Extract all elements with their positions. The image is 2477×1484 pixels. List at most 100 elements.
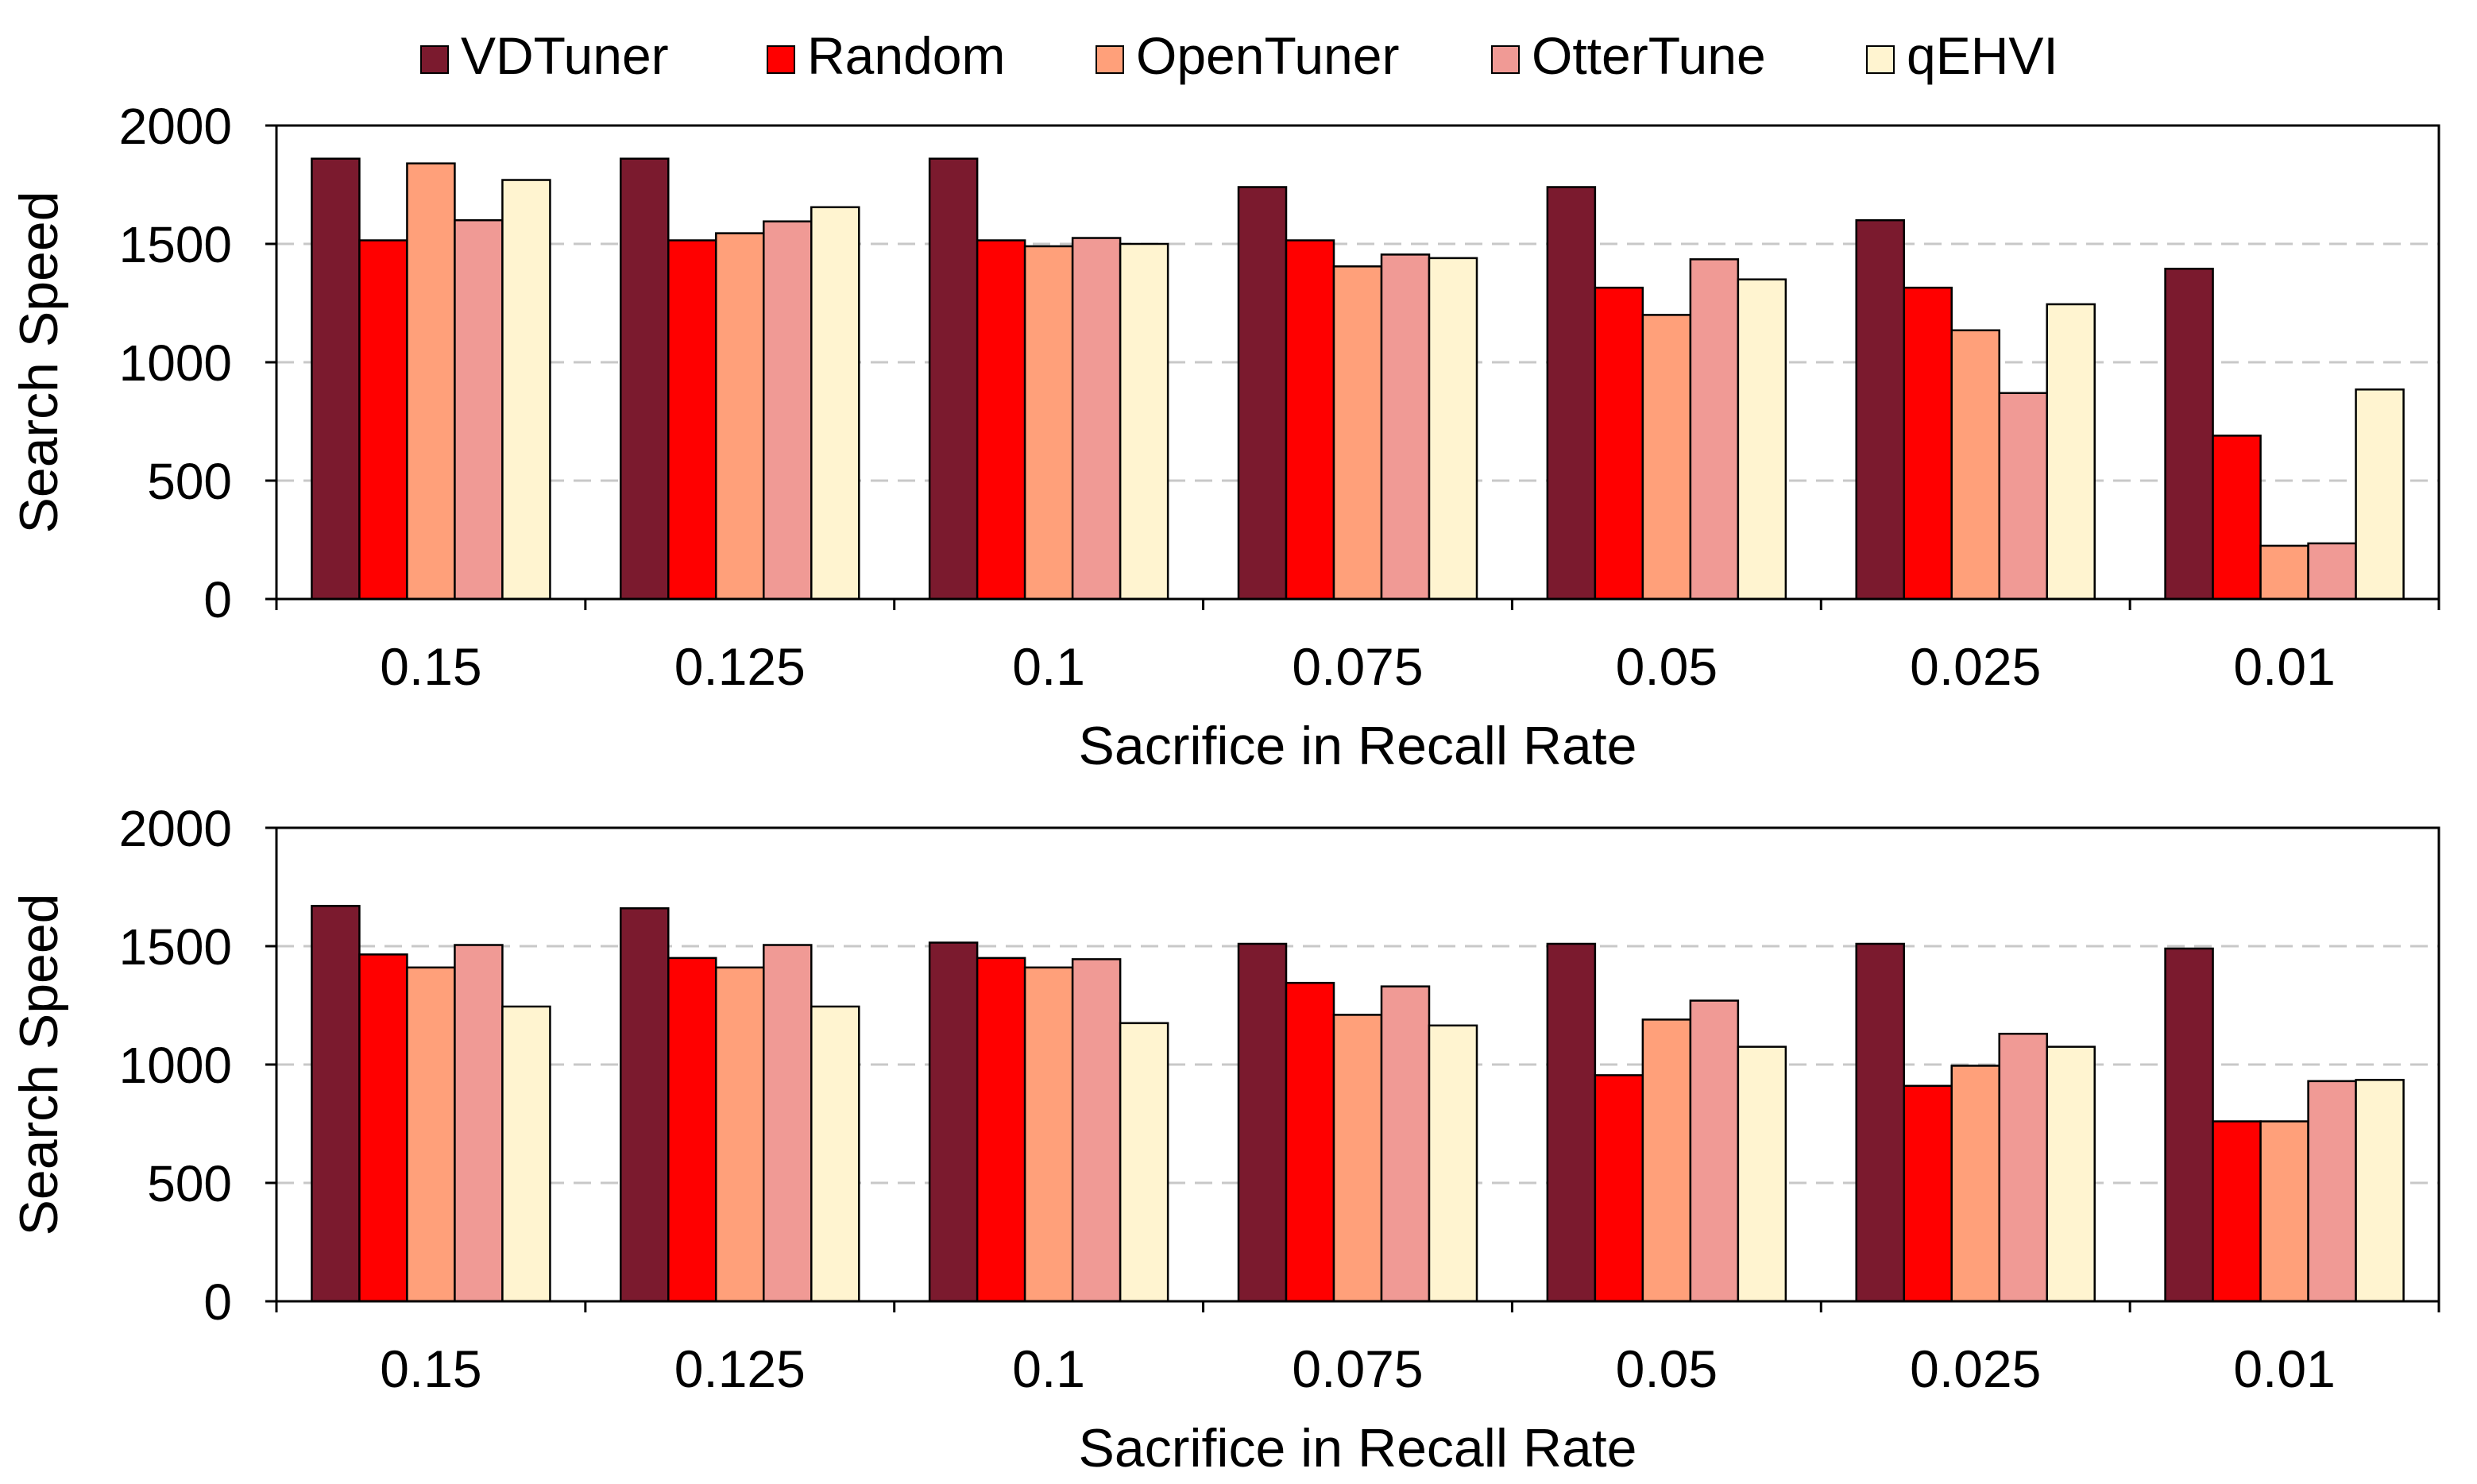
x-tick-label: 0.01 <box>2233 637 2335 696</box>
bar-random-0.075 <box>1285 239 1335 601</box>
bar-vdtuner-0.15 <box>311 905 361 1303</box>
bar-qehvi-0.15 <box>501 1005 551 1303</box>
y-tick-label: 500 <box>147 453 232 510</box>
bar-vdtuner-0.025 <box>1855 218 1905 601</box>
x-tick-label: 0.075 <box>1292 637 1423 696</box>
x-tick-label: 0.075 <box>1292 1339 1423 1398</box>
bar-opentuner-0.075 <box>1332 1014 1383 1303</box>
bar-opentuner-0.15 <box>406 966 456 1303</box>
y-tick-label: 500 <box>147 1155 232 1212</box>
x-axis-label: Sacrifice in Recall Rate <box>1079 1418 1637 1478</box>
bar-ottertune-0.075 <box>1380 985 1431 1303</box>
x-tick-label: 0.01 <box>2233 1339 2335 1398</box>
legend-label-ottertune: OtterTune <box>1532 26 1766 85</box>
bar-ottertune-0.01 <box>2307 542 2357 601</box>
x-tick-label: 0.1 <box>1012 637 1085 696</box>
bar-qehvi-0.025 <box>2046 1045 2096 1303</box>
bar-vdtuner-0.025 <box>1855 942 1905 1303</box>
bar-vdtuner-0.125 <box>620 907 670 1303</box>
bar-ottertune-0.075 <box>1380 253 1431 601</box>
bar-random-0.01 <box>2212 1120 2262 1303</box>
bar-random-0.15 <box>358 953 408 1303</box>
legend-label-vdtuner: VDTuner <box>461 26 669 85</box>
bar-random-0.025 <box>1903 286 1953 601</box>
legend-swatch-random <box>767 45 795 74</box>
bar-random-0.1 <box>976 956 1026 1303</box>
bar-opentuner-0.01 <box>2259 1120 2309 1303</box>
bar-vdtuner-0.05 <box>1546 186 1597 601</box>
bar-opentuner-0.1 <box>1023 966 1074 1303</box>
y-tick-label: 1500 <box>119 918 232 976</box>
legend-swatch-vdtuner <box>420 45 449 74</box>
x-tick-label: 0.1 <box>1012 1339 1085 1398</box>
bar-qehvi-0.05 <box>1737 1045 1787 1303</box>
bar-random-0.125 <box>667 239 717 601</box>
bar-vdtuner-0.1 <box>928 941 979 1303</box>
bar-ottertune-0.05 <box>1689 999 1740 1303</box>
bar-ottertune-0.1 <box>1071 958 1122 1303</box>
bar-qehvi-0.05 <box>1737 278 1787 601</box>
bar-vdtuner-0.15 <box>311 157 361 601</box>
chart-panel-bottom: 0 500 1000 1500 2000 0.15 0.125 0.1 0.075 0.05 0.0… <box>9 800 2440 1478</box>
bar-qehvi-0.075 <box>1428 257 1478 601</box>
chart-panel-top: 0 500 1000 1500 2000 0.15 0.125 0.1 0.075 0.05 0.0… <box>9 98 2440 776</box>
bar-vdtuner-0.01 <box>2164 947 2214 1303</box>
legend-swatch-opentuner <box>1096 45 1124 74</box>
x-tick-label: 0.025 <box>1910 1339 2041 1398</box>
bar-ottertune-0.01 <box>2307 1080 2357 1303</box>
x-tick-label: 0.125 <box>674 1339 806 1398</box>
bar-opentuner-0.01 <box>2259 544 2309 601</box>
y-tick-label: 1500 <box>119 216 232 273</box>
bar-vdtuner-0.1 <box>928 157 979 601</box>
legend-label-random: Random <box>807 26 1005 85</box>
bar-ottertune-0.15 <box>454 944 504 1303</box>
bar-qehvi-0.01 <box>2355 1079 2405 1303</box>
bar-qehvi-0.1 <box>1119 242 1169 601</box>
bar-ottertune-0.125 <box>763 944 813 1303</box>
legend-label-opentuner: OpenTuner <box>1136 26 1399 85</box>
bar-opentuner-0.1 <box>1023 245 1074 601</box>
x-tick-label: 0.05 <box>1616 637 1718 696</box>
bar-opentuner-0.05 <box>1641 1018 1692 1303</box>
x-tick-label: 0.025 <box>1910 637 2041 696</box>
chart-legend: VDTuner Random OpenTuner OtterTune qEHVI <box>420 26 2058 85</box>
bar-vdtuner-0.05 <box>1546 942 1597 1303</box>
legend-swatch-ottertune <box>1491 45 1520 74</box>
x-tick-label: 0.15 <box>380 1339 481 1398</box>
bar-vdtuner-0.075 <box>1237 942 1288 1303</box>
bar-opentuner-0.075 <box>1332 265 1383 601</box>
y-tick-label: 0 <box>203 1273 232 1331</box>
bar-random-0.05 <box>1594 286 1644 601</box>
bar-random-0.15 <box>358 239 408 601</box>
bar-random-0.05 <box>1594 1074 1644 1303</box>
bar-vdtuner-0.075 <box>1237 186 1288 601</box>
bar-random-0.1 <box>976 239 1026 601</box>
y-axis-label: Search Speed <box>9 191 69 534</box>
bar-vdtuner-0.125 <box>620 157 670 601</box>
bar-ottertune-0.15 <box>454 218 504 601</box>
bar-opentuner-0.125 <box>715 232 765 601</box>
bar-ottertune-0.05 <box>1689 258 1740 601</box>
bar-ottertune-0.025 <box>1998 1033 2048 1303</box>
bar-opentuner-0.025 <box>1950 329 2000 601</box>
y-tick-label: 0 <box>203 571 232 628</box>
x-axis-label: Sacrifice in Recall Rate <box>1079 716 1637 776</box>
y-tick-label: 1000 <box>119 334 232 392</box>
bar-random-0.075 <box>1285 981 1335 1303</box>
bar-ottertune-0.025 <box>1998 392 2048 601</box>
y-tick-label: 1000 <box>119 1037 232 1094</box>
bar-qehvi-0.125 <box>810 206 860 601</box>
bar-random-0.025 <box>1903 1084 1953 1303</box>
bar-qehvi-0.15 <box>501 179 551 601</box>
bar-opentuner-0.15 <box>406 162 456 601</box>
bar-qehvi-0.01 <box>2355 388 2405 601</box>
bar-random-0.01 <box>2212 435 2262 601</box>
bar-qehvi-0.1 <box>1119 1022 1169 1303</box>
x-tick-label: 0.125 <box>674 637 806 696</box>
bar-random-0.125 <box>667 956 717 1303</box>
x-tick-label: 0.15 <box>380 637 481 696</box>
bar-opentuner-0.025 <box>1950 1065 2000 1303</box>
y-tick-label: 2000 <box>119 800 232 857</box>
bar-qehvi-0.125 <box>810 1005 860 1303</box>
